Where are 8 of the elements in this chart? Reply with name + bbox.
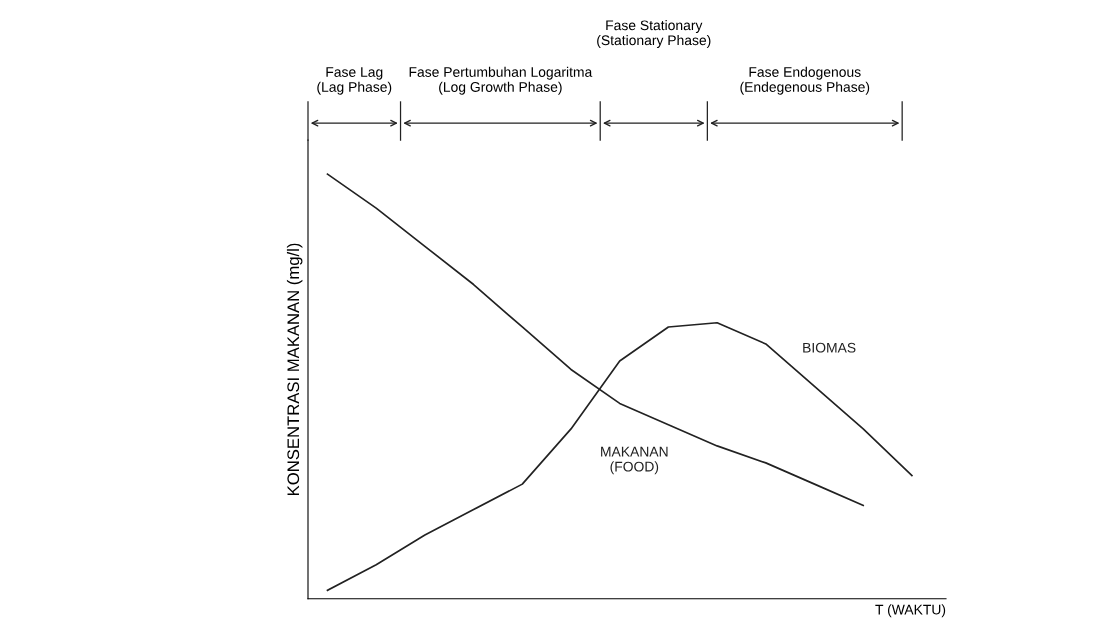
series-label: BIOMAS	[803, 342, 856, 353]
text: Fase Lag (Lag Phase)	[317, 67, 392, 95]
y-axis-title: KONSENTRASI MAKANAN (mg/l)	[286, 243, 303, 495]
text: Fase Pertumbuhan Logaritma (Log Growth Phase)	[409, 66, 593, 95]
x-axis-title: T (WAKTU)	[875, 604, 946, 618]
text: Fase Stationary (Stationary Phase)	[597, 20, 711, 48]
series-label: MAKANAN (FOOD)	[601, 446, 668, 475]
text: Fase Endogenous (Endegenous Phase)	[740, 66, 870, 95]
